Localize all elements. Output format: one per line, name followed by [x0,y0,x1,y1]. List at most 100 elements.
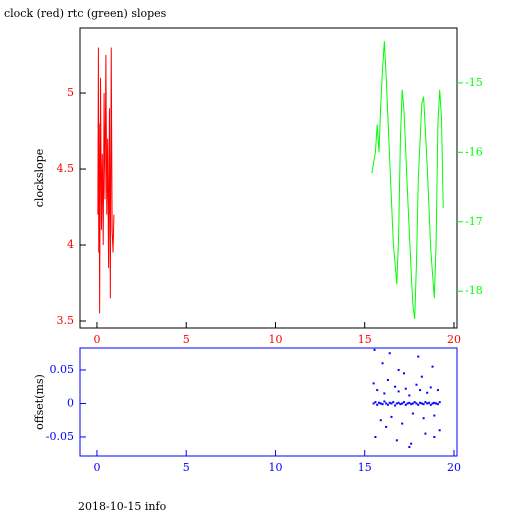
point [429,403,432,406]
y2-tick-label: -18 [465,284,483,297]
point [390,415,393,418]
point [388,352,391,355]
point [415,402,418,405]
point [383,400,386,403]
x-tick-label: 15 [358,333,372,346]
point [410,442,413,445]
y-tick-label: 5 [67,86,74,99]
point [427,401,430,404]
x-tick-label: 0 [93,461,100,474]
point [372,402,375,405]
point [415,383,418,386]
point [429,386,432,389]
point [420,402,423,405]
point [433,435,436,438]
point [372,382,375,385]
point [374,401,377,404]
point [395,439,398,442]
point [404,403,407,406]
point [374,435,377,438]
point [397,401,400,404]
point [438,429,441,432]
point [376,389,379,392]
point [426,402,429,405]
point [376,403,379,406]
point [397,390,400,393]
point [394,385,397,388]
point [411,412,414,415]
y-tick-label: 4 [67,238,74,251]
point [402,401,405,404]
point [433,401,436,404]
point [424,432,427,435]
point [422,403,425,406]
y-axis-label: offset(ms) [33,374,46,430]
point [417,355,420,358]
series-line [97,47,115,314]
point [436,389,439,392]
point [420,375,423,378]
point [377,401,380,404]
point [413,401,416,404]
y2-tick-label: -15 [465,76,483,89]
chart-title: clock (red) rtc (green) slopes [4,7,167,20]
point [417,403,420,406]
y-axis-label: clockslope [33,149,46,207]
x-tick-label: 20 [447,461,461,474]
point [406,402,409,405]
point [431,365,434,368]
x-tick-label: 15 [358,461,372,474]
point [386,403,389,406]
y2-tick-label: -16 [465,145,483,158]
point [426,391,429,394]
point [381,403,384,406]
y-tick-label: 0 [67,396,74,409]
point [397,368,400,371]
point [402,372,405,375]
point [422,417,425,420]
point [395,402,398,405]
point [424,401,427,404]
point [419,401,422,404]
point [379,402,382,405]
point [438,401,441,404]
plot-frame [79,27,458,329]
point [419,389,422,392]
point [385,425,388,428]
x-tick-label: 0 [93,333,100,346]
y-tick-label: 3.5 [57,314,75,327]
y-tick-label: 4.5 [57,162,75,175]
x-tick-label: 20 [447,333,461,346]
x-tick-label: 5 [183,461,190,474]
point [381,362,384,365]
point [435,402,438,405]
point [390,402,393,405]
point [379,419,382,422]
point [385,402,388,405]
point [388,401,391,404]
point [386,379,389,382]
point [392,401,395,404]
y2-tick-label: -17 [465,215,483,228]
x-tick-label: 10 [268,461,282,474]
series-line [371,41,444,320]
x-tick-label: 10 [268,333,282,346]
point [399,403,402,406]
point [410,403,413,406]
point [433,414,436,417]
point [431,402,434,405]
y-tick-label: -0.05 [46,430,74,443]
point [373,348,376,351]
point [401,402,404,405]
point [383,392,386,395]
point [408,394,411,397]
footer: 2018-10-15 info [78,500,167,512]
point [408,446,411,449]
point [411,402,414,405]
point [401,422,404,425]
plot-frame [79,347,458,457]
point [408,401,411,404]
x-tick-label: 5 [183,333,190,346]
